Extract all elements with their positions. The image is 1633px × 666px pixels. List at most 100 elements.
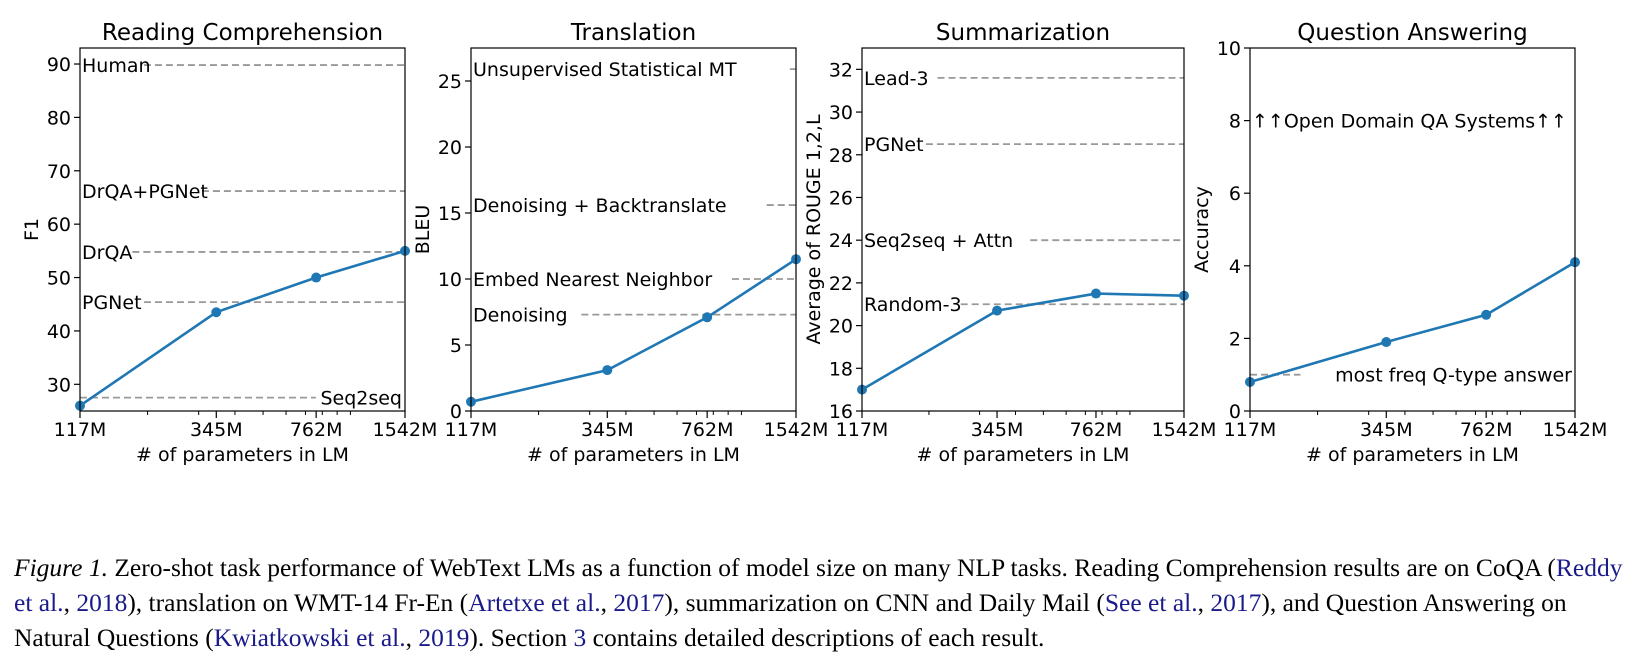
y-tick-label: 0 (1229, 401, 1241, 423)
x-tick-label: 117M (445, 419, 498, 441)
data-point (992, 305, 1003, 316)
x-tick-label: 117M (1224, 419, 1277, 441)
x-tick-label: 762M (681, 419, 734, 441)
caption-text: ). Section (469, 623, 574, 652)
caption-reference[interactable]: See et al. (1104, 588, 1198, 617)
baseline-label: most freq Q-type answer (1335, 365, 1572, 387)
y-tick-label: 16 (829, 401, 853, 423)
caption-reference[interactable]: 2017 (1210, 588, 1262, 617)
chart-panel: Summarization Lead-3 PGNet Seq2seq + Attn Ra… (803, 20, 1216, 466)
caption-text: , (63, 588, 77, 617)
plot-frame (1249, 47, 1576, 412)
y-tick-label: 10 (1217, 38, 1241, 60)
caption-reference[interactable]: Reddy et al. (14, 553, 1623, 617)
chart-title: Translation (570, 20, 696, 46)
baseline-label: Lead-3 (864, 68, 929, 90)
caption-reference[interactable]: Kwiatkowski et al. (213, 623, 406, 652)
baseline-label: Human (82, 55, 151, 77)
y-tick-label: 32 (829, 59, 853, 81)
y-tick-label: 70 (47, 161, 71, 183)
y-tick-label: 20 (829, 316, 853, 338)
y-tick-label: 22 (829, 273, 853, 295)
x-tick-label: 1542M (764, 419, 829, 441)
x-axis-label: # of parameters in LM (917, 444, 1130, 466)
y-tick-label: 6 (1229, 183, 1241, 205)
data-point (1481, 309, 1492, 320)
y-axis-label: Average of ROUGE 1,2,L (803, 114, 825, 345)
caption-reference[interactable]: 3 (573, 623, 587, 652)
caption-text: , (600, 588, 614, 617)
baseline-label: Random-3 (864, 294, 962, 316)
x-tick-label: 762M (1070, 419, 1123, 441)
series-line (470, 258, 797, 404)
caption-text: ), translation on WMT-14 Fr-En ( (127, 588, 469, 617)
y-tick-label: 90 (47, 54, 71, 76)
y-tick-label: 30 (829, 102, 853, 124)
x-axis-label: # of parameters in LM (136, 444, 349, 466)
data-point (211, 307, 222, 318)
x-tick-label: 345M (581, 419, 634, 441)
x-tick-label: 117M (54, 419, 107, 441)
chart-title: Summarization (936, 20, 1110, 46)
data-point (311, 272, 322, 283)
y-tick-label: 24 (829, 230, 853, 252)
caption-reference[interactable]: 2017 (613, 588, 665, 617)
y-tick-label: 40 (47, 321, 71, 343)
x-tick-label: 1542M (1152, 419, 1217, 441)
y-tick-label: 28 (829, 145, 853, 167)
baseline-label: Seq2seq + Attn (864, 230, 1013, 252)
y-tick-label: 10 (438, 269, 462, 291)
plot-frame (861, 47, 1185, 412)
y-tick-label: 4 (1229, 256, 1241, 278)
baseline-label: DrQA+PGNet (82, 181, 208, 203)
baseline-label: Denoising + Backtranslate (473, 195, 727, 217)
caption-text: Zero-shot task performance of WebText LM… (107, 553, 1556, 582)
x-axis-label: # of parameters in LM (527, 444, 740, 466)
y-axis-label: BLEU (412, 205, 434, 255)
caption-reference[interactable]: 2019 (418, 623, 470, 652)
data-point (602, 365, 613, 376)
y-tick-label: 20 (438, 137, 462, 159)
y-tick-label: 2 (1229, 328, 1241, 350)
chart-panel: Reading Comprehension Human DrQA+PGNet DrQA… (21, 20, 437, 466)
y-axis-label: Accuracy (1191, 186, 1213, 273)
caption-text: , (1197, 588, 1211, 617)
x-tick-label: 1542M (1543, 419, 1608, 441)
baseline-label: Embed Nearest Neighbor (473, 269, 712, 291)
y-tick-label: 60 (47, 214, 71, 236)
x-tick-label: 1542M (373, 419, 438, 441)
x-tick-label: 345M (190, 419, 243, 441)
y-tick-label: 80 (47, 107, 71, 129)
series-line (861, 292, 1185, 391)
baseline-label: Denoising (473, 305, 568, 327)
series-line (79, 249, 406, 407)
y-tick-label: 25 (438, 71, 462, 93)
figure-caption: Figure 1. Zero-shot task performance of … (14, 550, 1624, 655)
x-tick-label: 762M (290, 419, 343, 441)
x-tick-label: 762M (1460, 419, 1513, 441)
baseline-label: Seq2seq (320, 388, 402, 410)
baseline-label: PGNet (864, 134, 924, 156)
chart-panel: Question Answering most freq Q-type answe… (1191, 20, 1607, 466)
caption-text: ), and Question Answering on Natural Que… (14, 588, 1567, 652)
data-point (1090, 288, 1101, 299)
y-tick-label: 30 (47, 374, 71, 396)
series-line (1249, 261, 1576, 384)
y-tick-label: 0 (450, 401, 462, 423)
caption-reference[interactable]: 2018 (76, 588, 128, 617)
x-tick-label: 117M (836, 419, 889, 441)
y-tick-label: 8 (1229, 111, 1241, 133)
x-tick-label: 345M (971, 419, 1024, 441)
plot-frame (79, 47, 406, 412)
x-axis-label: # of parameters in LM (1306, 444, 1519, 466)
chart-title: Question Answering (1297, 20, 1527, 46)
figure-charts: Reading Comprehension Human DrQA+PGNet DrQA… (21, 20, 1607, 466)
y-tick-label: 50 (47, 268, 71, 290)
caption-text: ), summarization on CNN and Daily Mail ( (664, 588, 1105, 617)
chart-title: Reading Comprehension (102, 20, 383, 46)
caption-reference[interactable]: Artetxe et al. (468, 588, 601, 617)
y-tick-label: 26 (829, 187, 853, 209)
baseline-label: PGNet (82, 292, 142, 314)
baseline-label: Unsupervised Statistical MT (473, 59, 737, 81)
data-point (1381, 337, 1392, 348)
